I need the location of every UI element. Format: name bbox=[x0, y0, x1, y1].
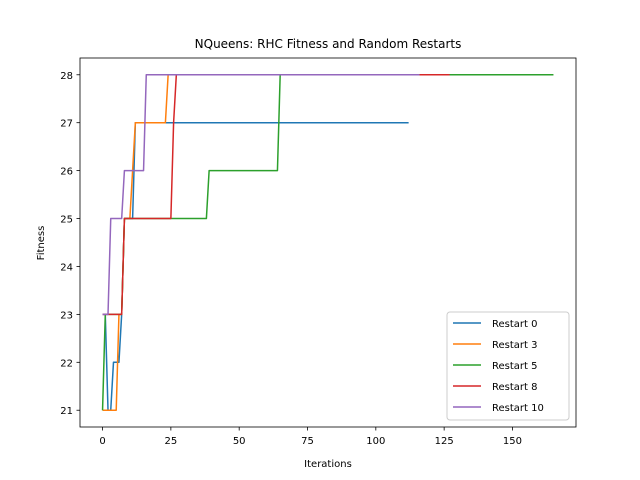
legend-label: Restart 3 bbox=[492, 340, 537, 351]
x-tick-label: 25 bbox=[164, 436, 177, 447]
y-tick-label: 24 bbox=[60, 262, 73, 273]
chart-title: NQueens: RHC Fitness and Random Restarts bbox=[195, 37, 462, 51]
series-line-restart-10 bbox=[102, 74, 420, 316]
legend-box bbox=[446, 311, 570, 421]
y-tick-label: 28 bbox=[60, 71, 73, 82]
x-axis-ticks: 0 25 50 75 100 125 150 bbox=[99, 427, 522, 447]
legend-label: Restart 8 bbox=[492, 382, 537, 393]
y-tick-label: 26 bbox=[60, 167, 73, 178]
x-axis-label: Iterations bbox=[304, 459, 352, 470]
y-tick-label: 25 bbox=[60, 215, 73, 226]
y-tick-label: 27 bbox=[60, 119, 73, 130]
y-tick-label: 22 bbox=[60, 358, 73, 369]
x-tick-label: 0 bbox=[99, 436, 105, 447]
x-tick-label: 150 bbox=[503, 436, 522, 447]
legend-label: Restart 10 bbox=[492, 403, 544, 414]
x-tick-label: 75 bbox=[301, 436, 314, 447]
legend-label: Restart 0 bbox=[492, 319, 537, 330]
x-tick-label: 125 bbox=[435, 436, 454, 447]
plot-frame bbox=[79, 57, 577, 428]
x-tick-label: 100 bbox=[366, 436, 385, 447]
legend-label: Restart 5 bbox=[492, 361, 537, 372]
y-axis-ticks: 21 22 23 24 25 26 27 28 bbox=[60, 71, 80, 417]
series-lines bbox=[101, 74, 554, 411]
y-axis-label: Fitness bbox=[36, 226, 47, 261]
legend: Restart 0 Restart 3 Restart 5 Restart 8 Rest… bbox=[446, 311, 570, 421]
x-tick-label: 50 bbox=[233, 436, 246, 447]
y-tick-label: 23 bbox=[60, 310, 73, 321]
y-tick-label: 21 bbox=[60, 406, 73, 417]
